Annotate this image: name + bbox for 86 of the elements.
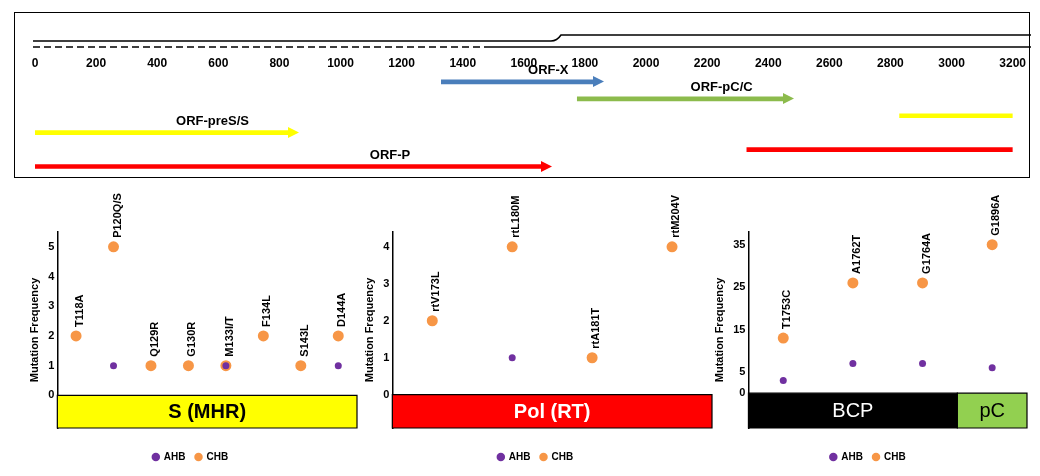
x-tick-label: 2200 bbox=[693, 55, 721, 70]
annotation: ORF-P bbox=[369, 146, 411, 162]
category-label: rtM204V bbox=[669, 195, 682, 238]
point bbox=[917, 277, 929, 289]
y-tick-label: 3 bbox=[48, 299, 55, 312]
category-label: P120Q/S bbox=[110, 193, 123, 238]
point bbox=[334, 362, 342, 370]
point bbox=[110, 362, 118, 370]
category-label: G130R bbox=[185, 321, 198, 357]
point bbox=[508, 354, 516, 362]
y-tick-label: 4 bbox=[383, 239, 391, 252]
point bbox=[777, 332, 789, 344]
y-tick-label: 0 bbox=[383, 387, 390, 400]
x-tick-label: 600 bbox=[208, 55, 229, 70]
x-tick-label: 3200 bbox=[999, 55, 1027, 70]
band-label: BCP bbox=[832, 399, 874, 422]
y-tick-label: 15 bbox=[733, 322, 746, 335]
y-tick-label: 1 bbox=[48, 358, 55, 371]
category-label: F134L bbox=[260, 295, 273, 327]
legend-label: CHB bbox=[206, 450, 229, 462]
category-label: D144A bbox=[335, 292, 348, 327]
legend-label: CHB bbox=[551, 450, 574, 462]
band-label: S (MHR) bbox=[168, 400, 247, 423]
y-tick-label: 0 bbox=[739, 386, 746, 399]
point bbox=[986, 239, 998, 251]
category-label: rtV173L bbox=[429, 271, 442, 312]
x-tick-label: 2600 bbox=[815, 55, 844, 70]
point bbox=[779, 376, 787, 384]
point bbox=[849, 360, 857, 368]
point bbox=[426, 315, 438, 327]
band-label: Pol (RT) bbox=[513, 399, 591, 422]
x-tick-label: 0 bbox=[31, 55, 39, 70]
x-tick-label: 800 bbox=[269, 55, 290, 70]
x-tick-label: 3000 bbox=[938, 55, 966, 70]
annotation: ORF-pC/C bbox=[690, 78, 754, 94]
y-tick-label: 25 bbox=[733, 280, 746, 293]
legend-label: AHB bbox=[163, 450, 186, 462]
y-axis-title: Mutation Frequency bbox=[27, 276, 40, 383]
category-label: A1762T bbox=[849, 234, 862, 274]
x-tick-label: 1000 bbox=[327, 55, 355, 70]
point bbox=[182, 360, 194, 372]
point bbox=[257, 330, 269, 342]
point bbox=[586, 352, 598, 364]
band-label: pC bbox=[979, 399, 1005, 422]
category-label: T1753C bbox=[780, 289, 793, 330]
y-tick-label: 35 bbox=[733, 237, 746, 250]
y-tick-label: 5 bbox=[739, 365, 746, 378]
category-label: G1764A bbox=[919, 232, 932, 274]
point bbox=[847, 277, 859, 289]
legend-label: AHB bbox=[508, 450, 531, 462]
y-tick-label: 5 bbox=[48, 239, 55, 252]
x-tick-label: 2800 bbox=[877, 55, 905, 70]
y-tick-label: 1 bbox=[383, 350, 390, 363]
point bbox=[988, 364, 996, 372]
y-axis-title: Mutation Frequency bbox=[712, 276, 725, 383]
x-tick-label: 400 bbox=[147, 55, 168, 70]
point bbox=[506, 241, 518, 253]
y-tick-label: 0 bbox=[48, 388, 55, 401]
point bbox=[666, 241, 678, 253]
category-label: rtA181T bbox=[589, 307, 602, 349]
x-tick-label: 1200 bbox=[388, 55, 416, 70]
x-tick-label: 1800 bbox=[571, 55, 599, 70]
point bbox=[145, 360, 157, 372]
point bbox=[70, 330, 82, 342]
point bbox=[919, 360, 927, 368]
y-tick-label: 4 bbox=[48, 269, 56, 282]
legend-label: AHB bbox=[841, 450, 864, 462]
category-label: T118A bbox=[73, 294, 86, 327]
category-label: S143L bbox=[297, 324, 310, 357]
category-label: G1896A bbox=[989, 194, 1002, 236]
x-tick-label: 2000 bbox=[632, 55, 660, 70]
legend-label: CHB bbox=[884, 450, 906, 462]
point bbox=[108, 241, 120, 253]
y-tick-label: 2 bbox=[48, 328, 55, 341]
annotation: ORF-preS/S bbox=[176, 112, 250, 128]
point bbox=[295, 360, 307, 372]
y-tick-label: 3 bbox=[383, 276, 390, 289]
x-tick-label: 2400 bbox=[754, 55, 782, 70]
category-label: rtL180M bbox=[509, 195, 522, 238]
point bbox=[332, 330, 344, 342]
category-label: Q129R bbox=[148, 321, 160, 357]
x-tick-label: 200 bbox=[86, 55, 107, 70]
y-axis-title: Mutation Frequency bbox=[362, 276, 375, 383]
x-tick-label: 1400 bbox=[449, 55, 477, 70]
category-label: M133I/T bbox=[222, 316, 235, 357]
y-tick-label: 2 bbox=[383, 313, 390, 326]
